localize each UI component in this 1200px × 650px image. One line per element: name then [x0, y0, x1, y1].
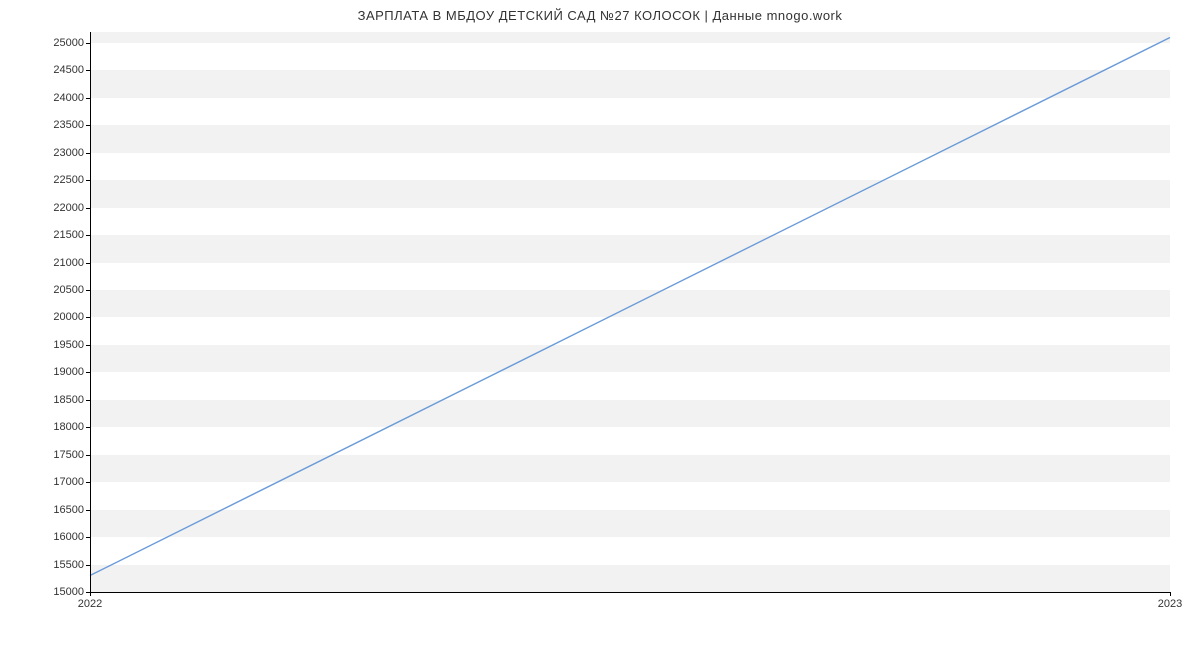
y-tick-label: 19500: [53, 339, 84, 351]
y-tick-label: 23500: [53, 119, 84, 131]
y-tick-label: 18000: [53, 421, 84, 433]
y-tick-label: 15500: [53, 559, 84, 571]
y-tick-label: 22000: [53, 202, 84, 214]
y-tick-label: 21000: [53, 257, 84, 269]
y-tick-label: 23000: [53, 147, 84, 159]
x-tick-label: 2022: [78, 598, 102, 610]
y-tick-label: 17000: [53, 476, 84, 488]
y-tick-label: 25000: [53, 37, 84, 49]
chart-title: ЗАРПЛАТА В МБДОУ ДЕТСКИЙ САД №27 КОЛОСОК…: [0, 8, 1200, 23]
y-tick-label: 18500: [53, 394, 84, 406]
y-tick-label: 15000: [53, 586, 84, 598]
line-chart: ЗАРПЛАТА В МБДОУ ДЕТСКИЙ САД №27 КОЛОСОК…: [0, 0, 1200, 650]
y-tick-label: 20500: [53, 284, 84, 296]
y-tick-label: 16000: [53, 531, 84, 543]
y-tick-label: 17500: [53, 449, 84, 461]
y-tick-label: 22500: [53, 174, 84, 186]
y-tick-label: 19000: [53, 366, 84, 378]
plot-area: 1500015500160001650017000175001800018500…: [90, 32, 1170, 592]
x-axis-line: [90, 592, 1170, 593]
x-tick-mark: [1170, 592, 1171, 596]
y-tick-label: 20000: [53, 311, 84, 323]
series-line: [90, 37, 1170, 575]
y-tick-label: 24500: [53, 64, 84, 76]
y-tick-label: 24000: [53, 92, 84, 104]
y-tick-label: 21500: [53, 229, 84, 241]
y-tick-label: 16500: [53, 504, 84, 516]
x-tick-label: 2023: [1158, 598, 1182, 610]
y-axis-line: [90, 32, 91, 592]
line-layer: [90, 32, 1170, 592]
